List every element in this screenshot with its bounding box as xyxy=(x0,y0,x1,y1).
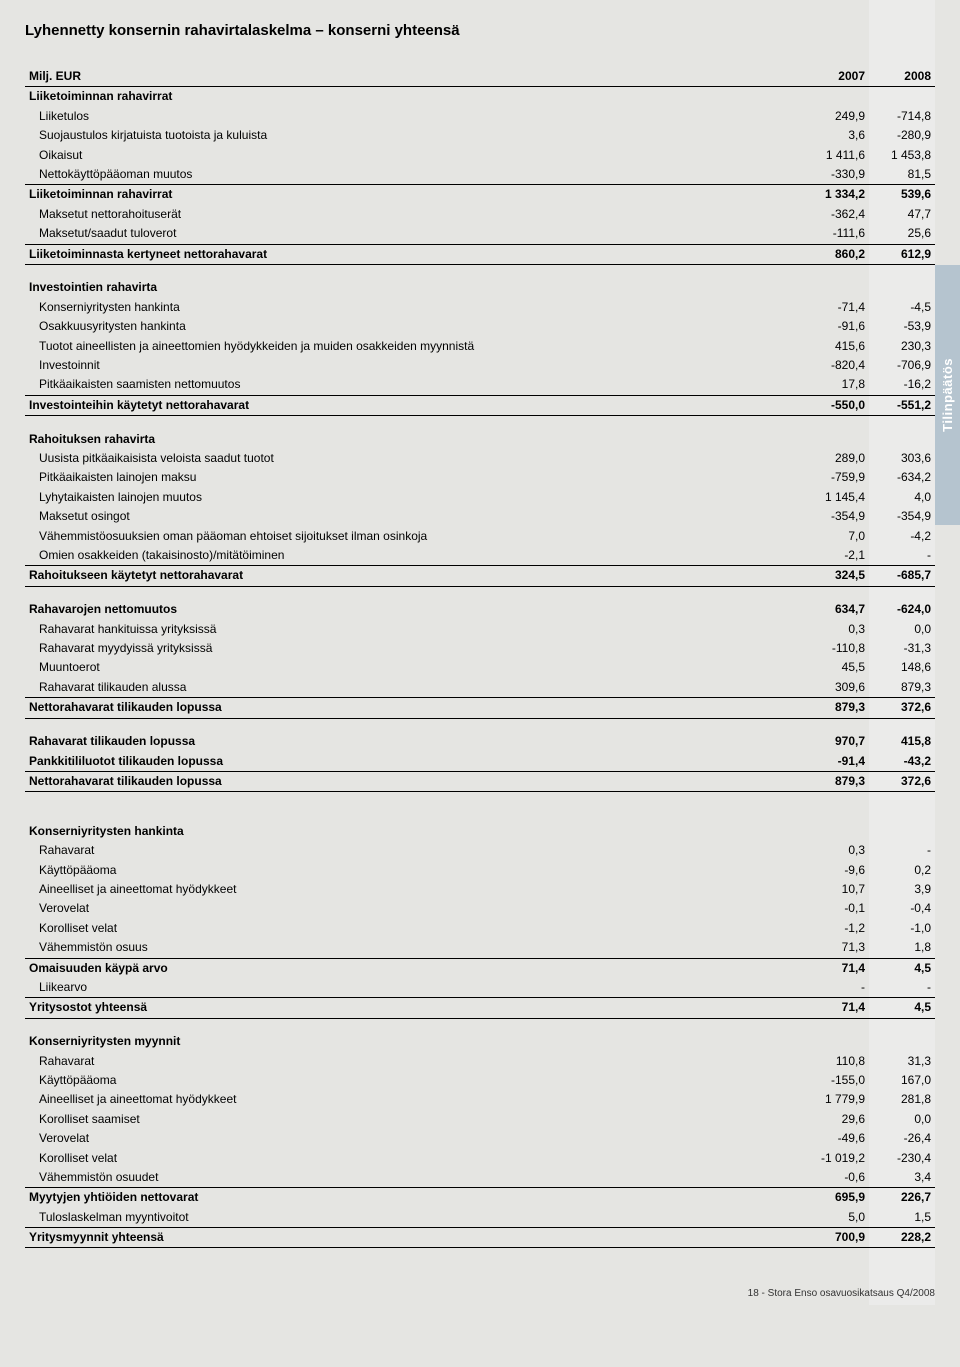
section-total: Investointeihin käytetyt nettorahavarat-… xyxy=(25,395,935,415)
section-title: Rahoituksen rahavirta xyxy=(25,430,935,449)
col-label: Milj. EUR xyxy=(25,67,803,87)
page: Tilinpäätös Lyhennetty konsernin rahavir… xyxy=(0,0,960,1329)
table-row: Vähemmistön osuudet-0,63,4 xyxy=(25,1168,935,1188)
table-row: Oikaisut1 411,61 453,8 xyxy=(25,146,935,165)
subtotal: Liiketoiminnan rahavirrat1 334,2539,6 xyxy=(25,185,935,205)
col-2008: 2008 xyxy=(869,67,935,87)
table-row: Verovelat-49,6-26,4 xyxy=(25,1129,935,1148)
table-row: Maksetut osingot-354,9-354,9 xyxy=(25,507,935,526)
cashflow-table: Milj. EUR 2007 2008 Liiketoiminnan rahav… xyxy=(25,67,935,1248)
table-row: Rahavarat0,3- xyxy=(25,841,935,860)
table-row: Pitkäaikaisten lainojen maksu-759,9-634,… xyxy=(25,468,935,487)
page-title: Lyhennetty konsernin rahavirtalaskelma –… xyxy=(25,22,935,39)
section-total: Nettorahavarat tilikauden lopussa879,337… xyxy=(25,698,935,718)
subtotal: Omaisuuden käypä arvo71,44,5 xyxy=(25,958,935,978)
table-row: Käyttöpääoma-155,0167,0 xyxy=(25,1071,935,1090)
subtotal: Myytyjen yhtiöiden nettovarat695,9226,7 xyxy=(25,1188,935,1208)
table-row: Käyttöpääoma-9,60,2 xyxy=(25,861,935,880)
table-row: Omien osakkeiden (takaisinosto)/mitätöim… xyxy=(25,546,935,566)
section-title: Liiketoiminnan rahavirrat xyxy=(25,87,935,107)
section-title: Konserniyritysten myynnit xyxy=(25,1032,935,1051)
table-row: Rahavarat hankituissa yrityksissä0,30,0 xyxy=(25,620,935,639)
table-row: Pankkitililuotot tilikauden lopussa-91,4… xyxy=(25,752,935,772)
table-row: Aineelliset ja aineettomat hyödykkeet10,… xyxy=(25,880,935,899)
table-row: Korolliset saamiset29,60,0 xyxy=(25,1110,935,1129)
table-row: Investoinnit-820,4-706,9 xyxy=(25,356,935,375)
section-title: Investointien rahavirta xyxy=(25,278,935,297)
table-row: Vähemmistön osuus71,31,8 xyxy=(25,938,935,958)
table-row: Rahavarat tilikauden alussa309,6879,3 xyxy=(25,678,935,698)
table-row: Liiketulos249,9-714,8 xyxy=(25,107,935,126)
table-row: Rahavarat110,831,3 xyxy=(25,1052,935,1071)
table-row: Muuntoerot45,5148,6 xyxy=(25,658,935,677)
section-total: Yritysostot yhteensä71,44,5 xyxy=(25,998,935,1018)
table-row: Uusista pitkäaikaisista veloista saadut … xyxy=(25,449,935,468)
table-row: Rahavarat tilikauden lopussa970,7415,8 xyxy=(25,732,935,751)
table-row: Korolliset velat-1,2-1,0 xyxy=(25,919,935,938)
table-row: Osakkuusyritysten hankinta-91,6-53,9 xyxy=(25,317,935,336)
section-total: Rahoitukseen käytetyt nettorahavarat324,… xyxy=(25,566,935,586)
table-row: Suojaustulos kirjatuista tuotoista ja ku… xyxy=(25,126,935,145)
table-row: Tuloslaskelman myyntivoitot5,01,5 xyxy=(25,1208,935,1228)
sidebar-tab-label: Tilinpäätös xyxy=(940,358,955,432)
section-title-with-values: Rahavarojen nettomuutos634,7-624,0 xyxy=(25,600,935,619)
page-footer: 18 - Stora Enso osavuosikatsaus Q4/2008 xyxy=(25,1288,935,1299)
sidebar-tab: Tilinpäätös xyxy=(935,265,960,525)
section-title: Konserniyritysten hankinta xyxy=(25,822,935,841)
table-row: Tuotot aineellisten ja aineettomien hyöd… xyxy=(25,337,935,356)
table-header: Milj. EUR 2007 2008 xyxy=(25,67,935,87)
table-row: Maksetut nettorahoituserät-362,447,7 xyxy=(25,205,935,224)
table-row: Konserniyritysten hankinta-71,4-4,5 xyxy=(25,298,935,317)
table-row: Rahavarat myydyissä yrityksissä-110,8-31… xyxy=(25,639,935,658)
table-row: Lyhytaikaisten lainojen muutos1 145,44,0 xyxy=(25,488,935,507)
table-row: Korolliset velat-1 019,2-230,4 xyxy=(25,1149,935,1168)
table-row: Pitkäaikaisten saamisten nettomuutos17,8… xyxy=(25,375,935,395)
table-row: Aineelliset ja aineettomat hyödykkeet1 7… xyxy=(25,1090,935,1109)
table-row: Liikearvo-- xyxy=(25,978,935,998)
section-total: Yritysmyynnit yhteensä700,9228,2 xyxy=(25,1228,935,1248)
table-row: Verovelat-0,1-0,4 xyxy=(25,899,935,918)
table-row: Vähemmistöosuuksien oman pääoman ehtoise… xyxy=(25,527,935,546)
section-total: Liiketoiminnasta kertyneet nettorahavara… xyxy=(25,244,935,264)
section-total: Nettorahavarat tilikauden lopussa879,337… xyxy=(25,771,935,791)
table-row: Nettokäyttöpääoman muutos-330,981,5 xyxy=(25,165,935,185)
col-2007: 2007 xyxy=(803,67,869,87)
table-row: Maksetut/saadut tuloverot-111,625,6 xyxy=(25,224,935,244)
